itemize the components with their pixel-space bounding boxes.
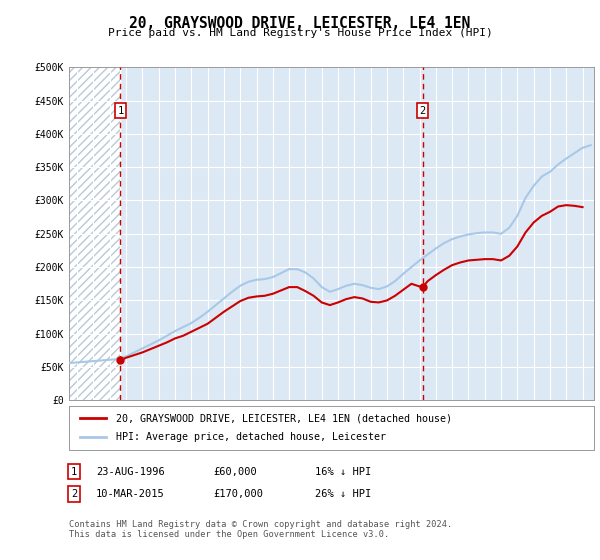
Text: 1: 1 [71,466,77,477]
Text: HPI: Average price, detached house, Leicester: HPI: Average price, detached house, Leic… [116,432,386,442]
Text: Contains HM Land Registry data © Crown copyright and database right 2024.
This d: Contains HM Land Registry data © Crown c… [69,520,452,539]
Text: £170,000: £170,000 [213,489,263,499]
Text: 16% ↓ HPI: 16% ↓ HPI [315,466,371,477]
Text: 1: 1 [117,105,124,115]
Text: 20, GRAYSWOOD DRIVE, LEICESTER, LE4 1EN: 20, GRAYSWOOD DRIVE, LEICESTER, LE4 1EN [130,16,470,31]
Text: 2: 2 [71,489,77,499]
Text: 23-AUG-1996: 23-AUG-1996 [96,466,165,477]
Text: £60,000: £60,000 [213,466,257,477]
Text: 20, GRAYSWOOD DRIVE, LEICESTER, LE4 1EN (detached house): 20, GRAYSWOOD DRIVE, LEICESTER, LE4 1EN … [116,413,452,423]
Text: 2: 2 [419,105,426,115]
Text: 26% ↓ HPI: 26% ↓ HPI [315,489,371,499]
Polygon shape [69,67,121,400]
Text: 10-MAR-2015: 10-MAR-2015 [96,489,165,499]
Text: Price paid vs. HM Land Registry's House Price Index (HPI): Price paid vs. HM Land Registry's House … [107,28,493,38]
